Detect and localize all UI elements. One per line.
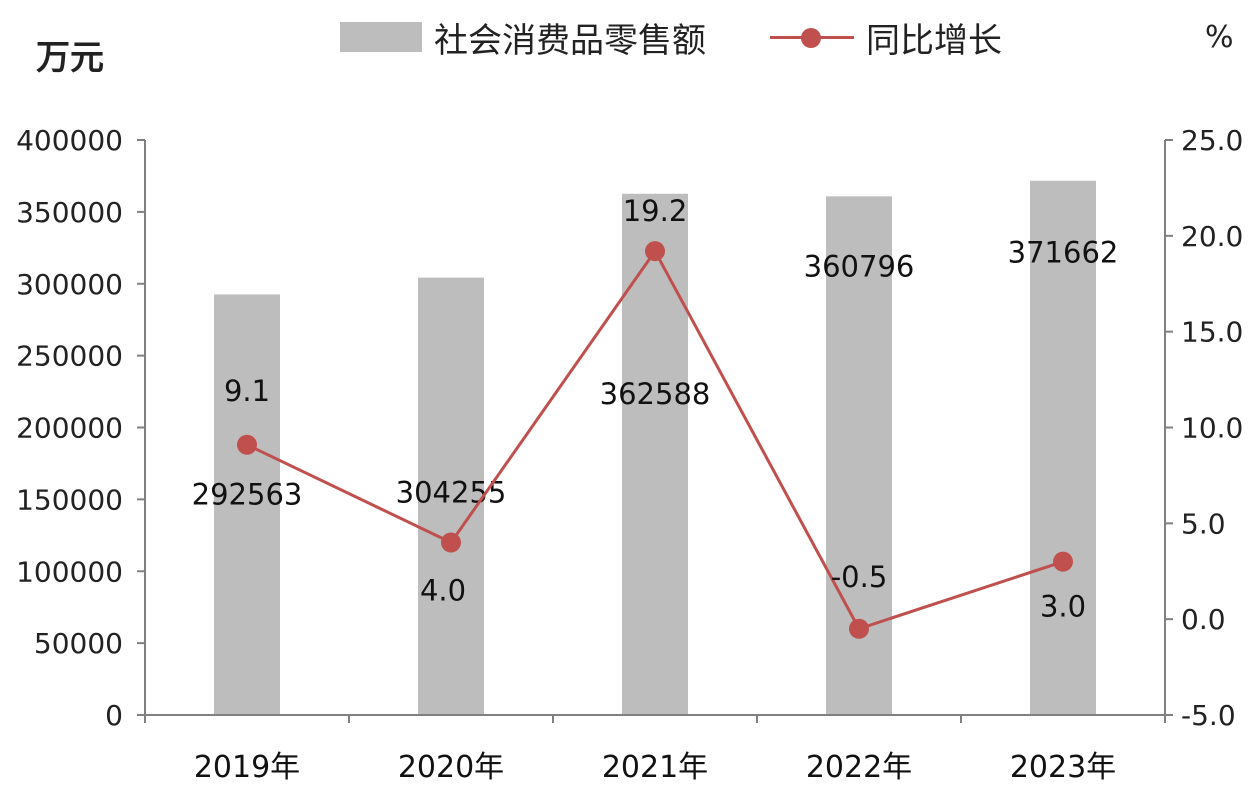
growth-point xyxy=(237,434,257,455)
legend-item-bar: 社会消费品零售额 xyxy=(340,13,706,62)
bar xyxy=(622,193,688,715)
bar xyxy=(418,277,484,715)
growth-value-label: -0.5 xyxy=(831,560,888,594)
bar-value-label: 360796 xyxy=(804,249,915,283)
left-tick-label: 200000 xyxy=(16,412,123,445)
left-axis-unit: 万元 xyxy=(36,38,104,78)
growth-value-label: 19.2 xyxy=(623,194,688,228)
left-tick-label: 150000 xyxy=(16,483,123,516)
growth-point xyxy=(645,241,665,262)
right-tick-label: 10.0 xyxy=(1181,412,1243,445)
right-tick-label: 15.0 xyxy=(1181,316,1243,349)
legend-bar-swatch xyxy=(340,22,422,52)
right-axis-unit: % xyxy=(1205,20,1234,55)
growth-point xyxy=(441,532,461,553)
bar-value-label: 371662 xyxy=(1008,236,1119,270)
growth-value-label: 3.0 xyxy=(1040,590,1086,624)
bar-value-label: 304255 xyxy=(396,476,507,510)
legend-item-line: 同比增长 xyxy=(770,13,1002,62)
right-tick-label: 20.0 xyxy=(1181,220,1243,253)
legend-line-label: 同比增长 xyxy=(866,20,1002,61)
growth-point xyxy=(1053,551,1073,572)
left-tick-label: 0 xyxy=(105,699,123,732)
bar-value-label: 292563 xyxy=(192,477,303,511)
left-tick-label: 400000 xyxy=(16,124,123,157)
left-tick-label: 100000 xyxy=(16,555,123,588)
growth-value-label: 4.0 xyxy=(420,574,466,608)
x-tick-label: 2020年 xyxy=(398,750,504,785)
right-tick-label: 25.0 xyxy=(1181,124,1243,157)
right-tick-label: -5.0 xyxy=(1181,699,1236,732)
legend: 社会消费品零售额 同比增长 xyxy=(340,12,1002,62)
left-tick-label: 350000 xyxy=(16,196,123,229)
x-tick-label: 2019年 xyxy=(194,750,300,785)
growth-point xyxy=(849,618,869,639)
x-tick-label: 2023年 xyxy=(1010,750,1116,785)
legend-line-swatch xyxy=(770,22,854,52)
x-tick-label: 2021年 xyxy=(602,750,708,785)
growth-value-label: 9.1 xyxy=(224,374,270,408)
right-tick-label: 5.0 xyxy=(1181,507,1226,540)
left-tick-label: 50000 xyxy=(34,627,123,660)
x-tick-label: 2022年 xyxy=(806,750,912,785)
right-tick-label: 0.0 xyxy=(1181,603,1226,636)
left-tick-label: 250000 xyxy=(16,340,123,373)
bar xyxy=(1030,180,1096,716)
left-tick-label: 300000 xyxy=(16,268,123,301)
bar-value-label: 362588 xyxy=(600,377,711,411)
legend-bar-label: 社会消费品零售额 xyxy=(434,20,706,61)
bar xyxy=(214,294,280,715)
